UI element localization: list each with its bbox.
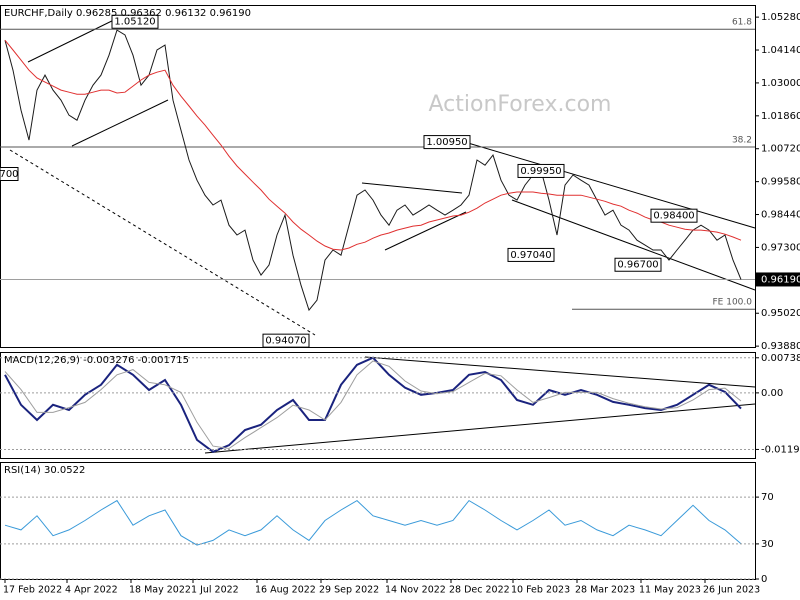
last-price-box bbox=[756, 272, 800, 287]
x-tick-label: 28 Mar 2023 bbox=[575, 585, 635, 596]
last-price-label: 0.96190 bbox=[761, 274, 800, 285]
level-label: 61.8 bbox=[732, 18, 752, 28]
y-tick-label: 0 bbox=[761, 574, 767, 585]
y-tick-label: 1.01860 bbox=[761, 111, 800, 122]
y-tick-label: 0.007384 bbox=[761, 353, 800, 364]
x-tick-label: 18 May 2022 bbox=[129, 585, 191, 596]
y-tick-label: 1.05280 bbox=[761, 12, 800, 23]
triangle-line bbox=[384, 211, 467, 251]
y-tick-label: 1.04140 bbox=[761, 45, 800, 56]
channel-line bbox=[467, 142, 756, 229]
y-tick-label: 0.95020 bbox=[761, 308, 800, 319]
annotation-label: 0.97040 bbox=[510, 250, 551, 261]
y-tick-label: -0.0119 bbox=[761, 444, 800, 455]
x-tick-label: 14 Nov 2022 bbox=[385, 585, 446, 596]
channel-line bbox=[71, 99, 169, 147]
annotation-label: 1.05120 bbox=[114, 17, 155, 28]
macd-trend-line bbox=[364, 356, 756, 388]
x-tick-label: 29 Sep 2022 bbox=[319, 585, 379, 596]
annotation-box bbox=[650, 208, 698, 223]
annotation-box bbox=[0, 167, 19, 181]
x-tick-label: 17 Feb 2022 bbox=[3, 585, 62, 596]
x-tick-label: 28 Dec 2022 bbox=[449, 585, 510, 596]
series-line bbox=[4, 29, 742, 312]
series-line bbox=[4, 360, 742, 450]
annotation-box bbox=[517, 163, 565, 178]
y-tick-label: 0.93880 bbox=[761, 341, 800, 352]
panel-frame bbox=[0, 352, 756, 459]
series-line bbox=[4, 499, 742, 546]
annotation-label: 700 bbox=[0, 169, 19, 180]
x-tick-label: 16 Aug 2022 bbox=[255, 585, 316, 596]
x-tick-label: 10 Feb 2023 bbox=[511, 585, 570, 596]
x-tick-label: 11 May 2023 bbox=[639, 585, 701, 596]
annotation-box bbox=[614, 257, 662, 272]
triangle-line bbox=[361, 182, 463, 194]
channel-line bbox=[27, 15, 123, 63]
panel-title: EURCHF,Daily 0.96285 0.96362 0.96132 0.9… bbox=[4, 8, 251, 19]
level-label: FE 100.0 bbox=[713, 298, 753, 308]
level-label: 38.2 bbox=[732, 135, 752, 145]
y-tick-label: 0.98440 bbox=[761, 210, 800, 221]
annotation-box bbox=[507, 247, 555, 262]
y-tick-label: 70 bbox=[761, 492, 774, 503]
annotation-label: 0.96700 bbox=[617, 260, 658, 271]
watermark: ActionForex.com bbox=[429, 92, 612, 117]
x-tick-label: 4 Apr 2022 bbox=[65, 585, 118, 596]
y-tick-label: 0.99580 bbox=[761, 177, 800, 188]
y-tick-label: 0.97300 bbox=[761, 242, 800, 253]
annotation-box bbox=[262, 333, 310, 348]
annotation-label: 0.98400 bbox=[653, 211, 694, 222]
panel-title: MACD(12,26,9) -0.003276 -0.001715 bbox=[4, 355, 189, 366]
panel-title: RSI(14) 30.0522 bbox=[4, 465, 85, 476]
y-tick-label: 1.00720 bbox=[761, 144, 800, 155]
y-tick-label: 1.03000 bbox=[761, 78, 800, 89]
annotation-box bbox=[111, 14, 159, 29]
annotation-label: 1.00950 bbox=[426, 137, 467, 148]
macd-trend-line bbox=[204, 403, 756, 454]
x-tick-label: 26 Jun 2023 bbox=[703, 585, 760, 596]
x-tick-label: 1 Jul 2022 bbox=[191, 585, 239, 596]
annotation-box bbox=[423, 135, 471, 150]
annotation-label: 0.94070 bbox=[265, 336, 306, 347]
series-line bbox=[4, 39, 742, 251]
annotation-label: 0.99950 bbox=[520, 166, 561, 177]
y-tick-label: 30 bbox=[761, 539, 774, 550]
y-tick-label: 0.00 bbox=[761, 388, 783, 399]
